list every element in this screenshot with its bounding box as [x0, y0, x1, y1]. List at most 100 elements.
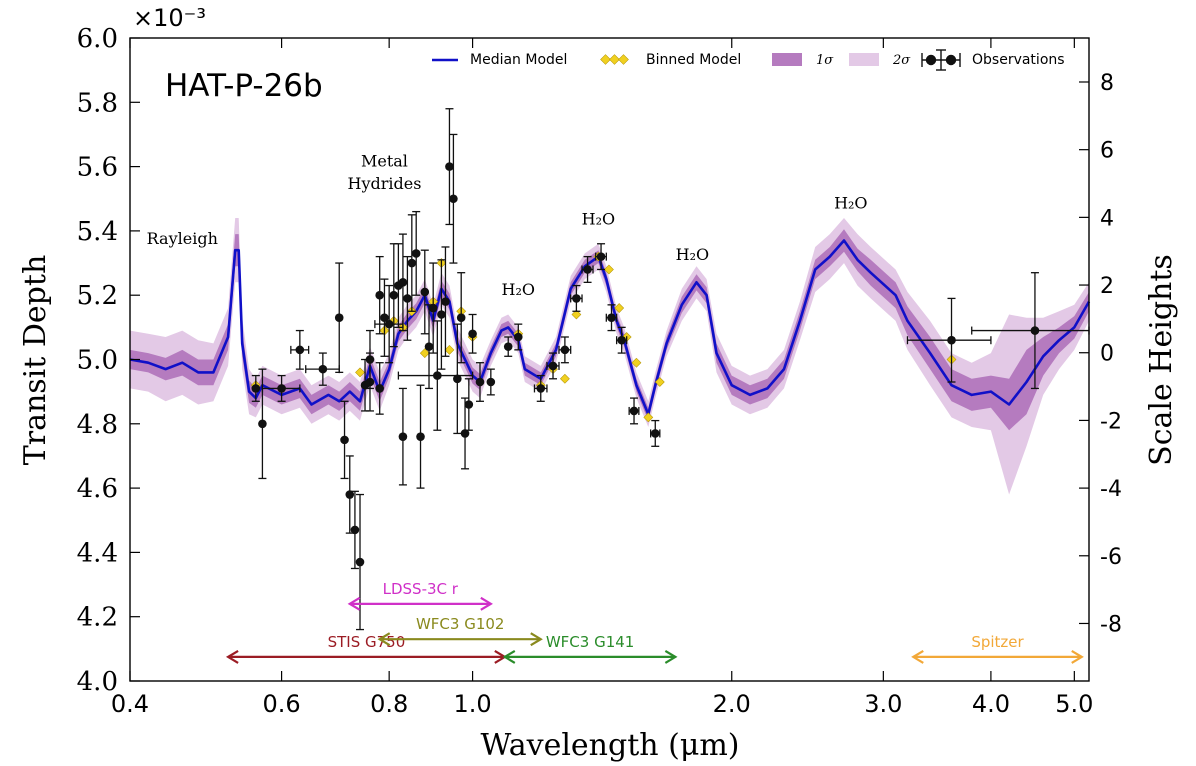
- observation-point: [350, 490, 360, 570]
- observation-point: [380, 278, 389, 357]
- axes: 0.4 0.6 0.8 1.0 2.0 3.0 4.0 5.0 4.0 4.2 4.4 4.6 4.8 5…: [77, 24, 1122, 718]
- legend-1sigma-swatch: [772, 53, 802, 66]
- observation-point: [445, 108, 454, 226]
- sigma-bands: [130, 218, 1089, 495]
- obs-marker: [407, 258, 417, 268]
- legend-observations-swatch: [921, 49, 961, 71]
- legend-1sigma-label: 1σ: [816, 53, 834, 68]
- y2-tick-label: 0: [1100, 342, 1114, 367]
- legend-median-label: Median Model: [470, 52, 567, 68]
- obs-marker: [468, 329, 477, 339]
- obs-marker: [334, 313, 344, 323]
- legend-binned-label: Binned Model: [646, 52, 741, 68]
- obs-marker: [583, 265, 592, 274]
- y2-tick-label: 4: [1100, 206, 1114, 231]
- obs-marker: [503, 342, 513, 351]
- observation-point: [334, 262, 344, 374]
- instrument-label: Spitzer: [971, 633, 1024, 651]
- obs-marker: [428, 303, 438, 313]
- obs-marker: [560, 345, 570, 355]
- observation-point: [649, 419, 661, 447]
- y2-tick-label: 6: [1100, 139, 1114, 164]
- obs-marker: [355, 557, 365, 567]
- obs-marker: [513, 332, 523, 342]
- median-model: [129, 239, 1091, 416]
- observation-point: [441, 246, 450, 357]
- obs-marker: [389, 290, 399, 300]
- observation-point: [251, 374, 261, 402]
- instrument-arrowhead: [664, 649, 678, 664]
- binned-model-point: [604, 264, 614, 275]
- obs-marker: [437, 310, 446, 319]
- observation-point: [533, 374, 548, 402]
- obs-marker: [350, 525, 360, 535]
- observation-point: [345, 455, 355, 534]
- obs-marker: [403, 294, 412, 303]
- obs-marker: [375, 290, 384, 300]
- instrument-arrowhead: [480, 596, 493, 611]
- x-tick-label: 5.0: [1055, 690, 1093, 718]
- obs-marker: [650, 429, 660, 438]
- obs-marker: [398, 278, 408, 287]
- legend-2sigma-label: 2σ: [892, 53, 911, 68]
- binned-model-point: [614, 303, 625, 313]
- observation-point: [375, 255, 384, 335]
- obs-marker: [416, 432, 425, 441]
- y2-tick-label: -6: [1100, 545, 1122, 570]
- observation-point: [398, 233, 408, 332]
- obs-marker: [445, 162, 454, 171]
- obs-marker: [345, 490, 355, 499]
- x-tick-label: 0.4: [111, 690, 149, 718]
- observation-point: [453, 323, 462, 435]
- obs-marker: [277, 384, 286, 393]
- obs-marker: [258, 419, 267, 429]
- observation-point: [375, 362, 384, 415]
- instrument-label: WFC3 G141: [546, 633, 635, 651]
- feature-annotation: H₂O: [582, 209, 615, 228]
- median-model-line: [129, 239, 1091, 416]
- observation-point: [305, 352, 340, 386]
- obs-marker: [424, 342, 434, 351]
- observation-point: [546, 352, 560, 380]
- y-tick-label: 4.0: [77, 667, 118, 697]
- obs-marker: [318, 364, 328, 374]
- x-tick-label: 0.6: [263, 690, 301, 718]
- observation-point: [437, 259, 446, 370]
- observation-point: [456, 272, 466, 364]
- obs-marker: [380, 313, 389, 323]
- observation-point: [615, 326, 628, 354]
- feature-annotation: H₂O: [502, 280, 535, 299]
- y2-tick-label: -8: [1100, 612, 1122, 637]
- obs-marker: [449, 194, 458, 204]
- observation-point: [355, 493, 365, 631]
- observation-point: [365, 329, 375, 390]
- binned-model-point: [419, 348, 430, 358]
- x-tick-label: 0.8: [370, 690, 408, 718]
- observation-point: [570, 284, 583, 312]
- feature-annotation: Hydrides: [347, 174, 421, 193]
- y-tick-label: 5.4: [77, 217, 118, 247]
- feature-annotation: H₂O: [834, 193, 867, 212]
- obs-marker: [456, 313, 466, 323]
- obs-marker: [486, 377, 496, 387]
- y2-tick-label: 2: [1100, 274, 1114, 299]
- instrument-range: [347, 596, 493, 611]
- obs-marker: [375, 384, 384, 393]
- observation-point: [261, 374, 301, 402]
- obs-marker: [464, 400, 474, 409]
- obs-marker: [536, 384, 546, 393]
- obs-marker: [340, 435, 349, 445]
- y-tick-label: 4.8: [77, 410, 118, 440]
- y-tick-label: 4.4: [77, 538, 118, 568]
- instrument-arrowhead: [502, 649, 516, 664]
- instrument-label: STIS G750: [328, 633, 406, 651]
- y2-axis-label: Scale Heights: [1144, 254, 1179, 466]
- x-tick-label: 3.0: [864, 690, 902, 718]
- obs-marker: [617, 335, 626, 345]
- obs-marker: [475, 377, 485, 387]
- instrument-arrowhead: [225, 649, 239, 664]
- x-tick-label: 4.0: [972, 690, 1010, 718]
- instrument-arrowhead: [1071, 649, 1084, 664]
- obs-marker: [295, 345, 305, 355]
